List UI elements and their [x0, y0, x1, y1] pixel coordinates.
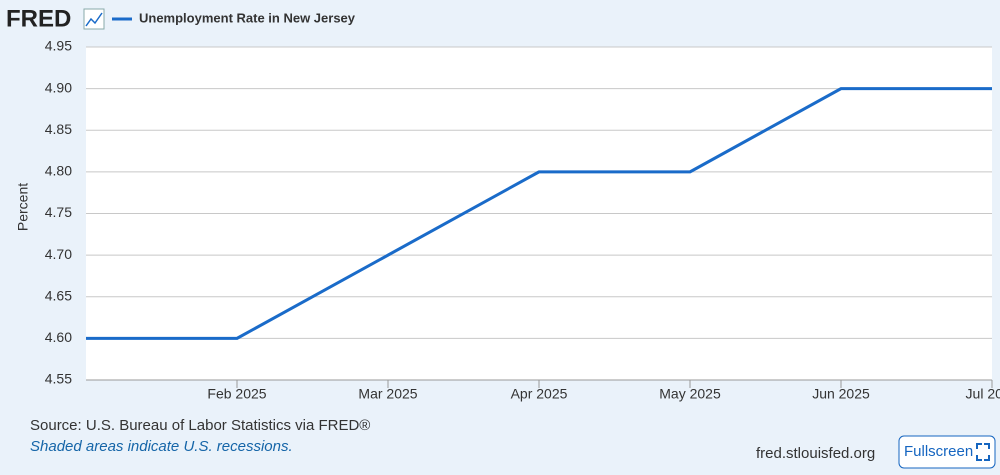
source: Source: U.S. Bureau of Labor Statistics …: [30, 417, 370, 434]
y-tick-label: 4.80: [45, 163, 72, 179]
x-tick-label: Jul 2025: [966, 386, 1000, 402]
y-tick-label: 4.65: [45, 287, 72, 303]
y-tick-label: 4.95: [45, 38, 72, 54]
y-tick-label: 4.70: [45, 246, 72, 262]
button-label[interactable]: Fullscreen: [904, 443, 973, 460]
fullscreen-button[interactable]: Fullscreen: [898, 435, 996, 469]
logo-icon: [83, 8, 105, 30]
y-tick-label: 4.90: [45, 79, 72, 95]
x-tick-label: May 2025: [659, 386, 721, 402]
button-frame[interactable]: [898, 435, 996, 469]
x-tick-label: Mar 2025: [358, 386, 417, 402]
legend-label: Unemployment Rate in New Jersey: [139, 10, 356, 25]
x-tick-label: Jun 2025: [812, 386, 870, 402]
button-icon[interactable]: [976, 443, 990, 461]
y-tick-label: 4.85: [45, 121, 72, 137]
note: Shaded areas indicate U.S. recessions.: [30, 438, 293, 455]
x-tick-label: Feb 2025: [207, 386, 266, 402]
site: fred.stlouisfed.org: [756, 445, 875, 462]
y-tick-label: 4.55: [45, 371, 72, 387]
logo-icon-line: [85, 12, 103, 27]
y-tick-label: 4.75: [45, 204, 72, 220]
x-tick-label: Apr 2025: [511, 386, 568, 402]
data-line: [86, 87, 992, 340]
logo: FRED: [6, 5, 71, 32]
y-axis-label: Percent: [15, 183, 31, 231]
y-tick-label: 4.60: [45, 329, 72, 345]
